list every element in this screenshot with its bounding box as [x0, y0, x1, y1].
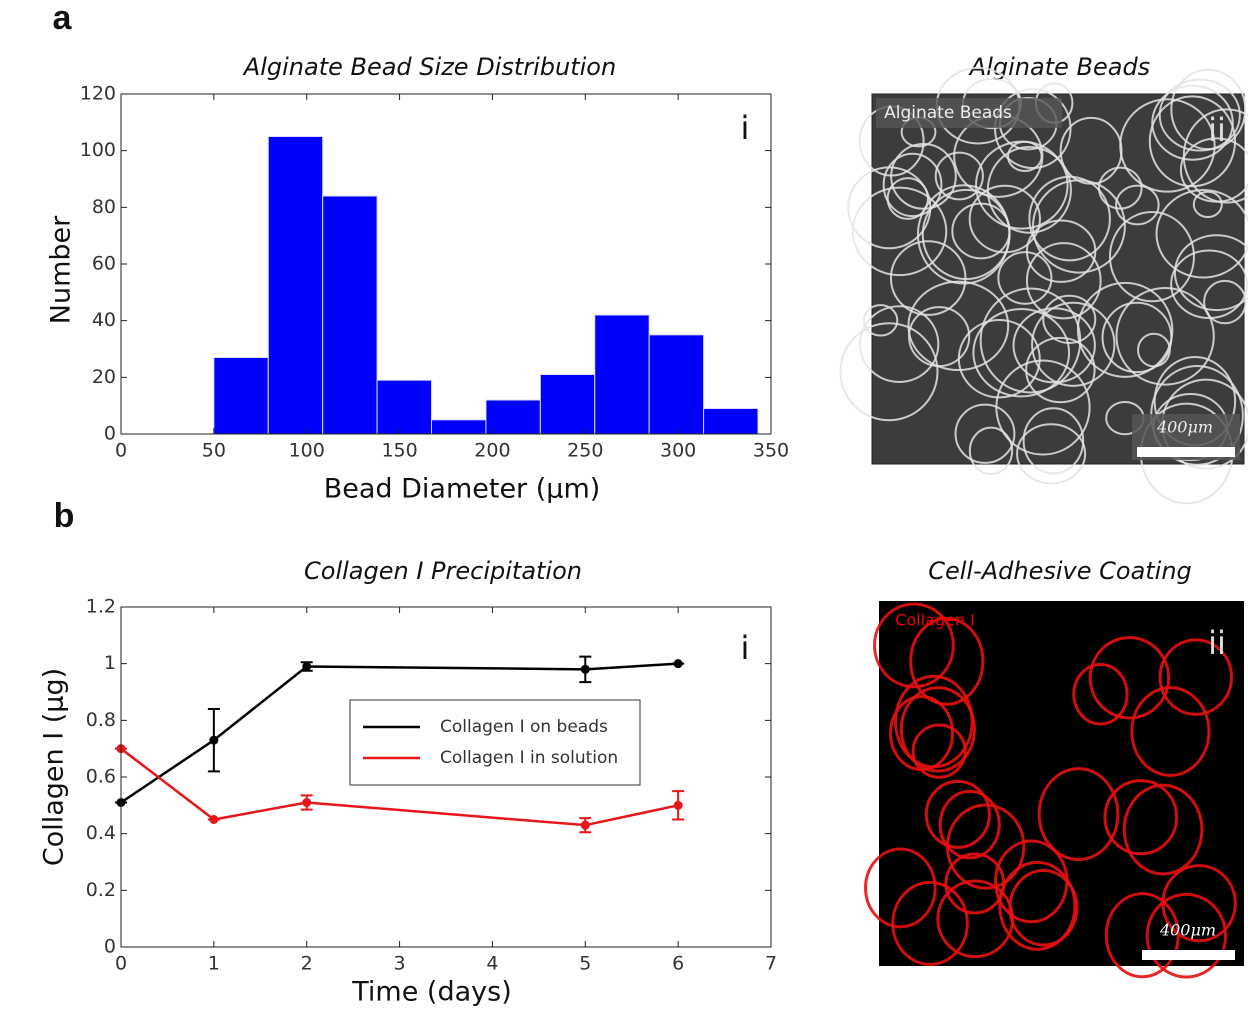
- x-axis-label: Time (days): [351, 977, 511, 1008]
- y-tick-label: 40: [92, 309, 116, 331]
- x-tick-label: 150: [381, 440, 417, 462]
- chart-title: Alginate Bead Size Distribution: [242, 53, 616, 81]
- y-tick-label: 0.6: [86, 766, 116, 788]
- x-tick-label: 7: [765, 953, 777, 975]
- y-tick-label: 1.2: [86, 596, 116, 618]
- scale-label: 400μm: [1159, 921, 1216, 940]
- panel-tag: i: [741, 109, 750, 147]
- x-tick-label: 350: [753, 440, 789, 462]
- y-tick-label: 0.8: [86, 709, 116, 731]
- figure: a b Alginate Beads Alginate Beads ii 400…: [0, 0, 1248, 1010]
- image-title: Alginate Beads: [968, 53, 1150, 81]
- legend-label: Collagen I on beads: [440, 717, 608, 737]
- bar: [704, 409, 758, 435]
- panel-tag: i: [741, 629, 750, 667]
- image-title: Cell-Adhesive Coating: [928, 557, 1192, 585]
- bar: [214, 358, 268, 435]
- legend-label: Collagen I in solution: [440, 748, 618, 768]
- data-point: [209, 736, 218, 745]
- y-tick-label: 80: [92, 196, 116, 218]
- y-axis-label: Collagen I (μg): [39, 668, 70, 866]
- x-tick-label: 200: [474, 440, 510, 462]
- x-tick-label: 250: [567, 440, 603, 462]
- y-tick-label: 100: [80, 139, 116, 161]
- data-point: [302, 798, 311, 807]
- x-tick-label: 0: [115, 953, 127, 975]
- image-label: Alginate Beads: [884, 103, 1012, 123]
- data-point: [581, 821, 590, 830]
- panel-label: b: [54, 497, 75, 535]
- panel-tag: ii: [1208, 624, 1226, 662]
- x-axis-label: Bead Diameter (μm): [324, 474, 601, 505]
- bar: [268, 137, 322, 435]
- panel-tag: ii: [1208, 111, 1226, 149]
- x-tick-label: 4: [486, 953, 498, 975]
- scale-label: 400μm: [1156, 418, 1213, 437]
- bar: [432, 420, 486, 434]
- scale-bar: [1137, 447, 1235, 457]
- bar: [649, 335, 703, 434]
- y-tick-label: 1: [104, 652, 116, 674]
- data-point: [302, 662, 311, 671]
- y-tick-label: 0.4: [86, 822, 116, 844]
- x-tick-label: 3: [394, 953, 406, 975]
- x-tick-label: 100: [289, 440, 325, 462]
- bar: [540, 375, 594, 435]
- y-tick-label: 0: [104, 423, 116, 445]
- x-tick-label: 2: [301, 953, 313, 975]
- x-tick-label: 1: [208, 953, 220, 975]
- bar: [377, 380, 431, 434]
- y-tick-label: 0: [104, 936, 116, 958]
- data-point: [674, 801, 683, 810]
- y-tick-label: 60: [92, 253, 116, 275]
- scale-bar: [1142, 950, 1235, 960]
- bar: [595, 315, 649, 434]
- chart-title: Collagen I Precipitation: [304, 557, 582, 585]
- x-tick-label: 5: [579, 953, 591, 975]
- y-tick-label: 20: [92, 366, 116, 388]
- image-label: Collagen I: [895, 611, 975, 630]
- data-point: [674, 659, 683, 668]
- image-background: [879, 601, 1244, 966]
- panel-label: a: [53, 0, 73, 37]
- x-tick-label: 6: [672, 953, 684, 975]
- y-tick-label: 0.2: [86, 879, 116, 901]
- bar: [323, 196, 377, 434]
- legend-box: [350, 700, 640, 785]
- x-tick-label: 50: [202, 440, 226, 462]
- data-point: [581, 665, 590, 674]
- y-tick-label: 120: [80, 83, 116, 105]
- bar: [486, 400, 540, 434]
- x-tick-label: 300: [660, 440, 696, 462]
- data-point: [209, 815, 218, 824]
- y-axis-label: Number: [46, 215, 77, 324]
- x-tick-label: 0: [115, 440, 127, 462]
